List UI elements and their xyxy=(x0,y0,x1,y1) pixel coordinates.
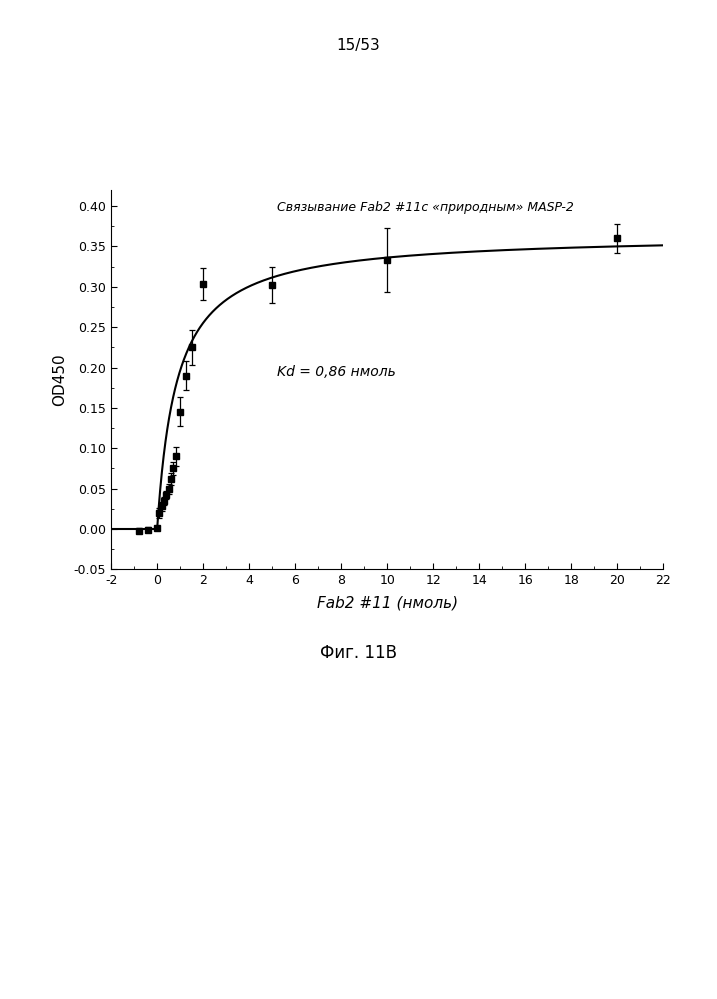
Text: Kd = 0,86 нмоль: Kd = 0,86 нмоль xyxy=(277,365,396,379)
Text: 15/53: 15/53 xyxy=(336,38,381,53)
Y-axis label: OD450: OD450 xyxy=(52,354,67,406)
X-axis label: Fab2 #11 (нмоль): Fab2 #11 (нмоль) xyxy=(317,595,457,610)
Text: Фиг. 11В: Фиг. 11В xyxy=(320,644,397,662)
Text: Связывание Fab2 #11c «природным» MASP-2: Связывание Fab2 #11c «природным» MASP-2 xyxy=(277,201,574,214)
